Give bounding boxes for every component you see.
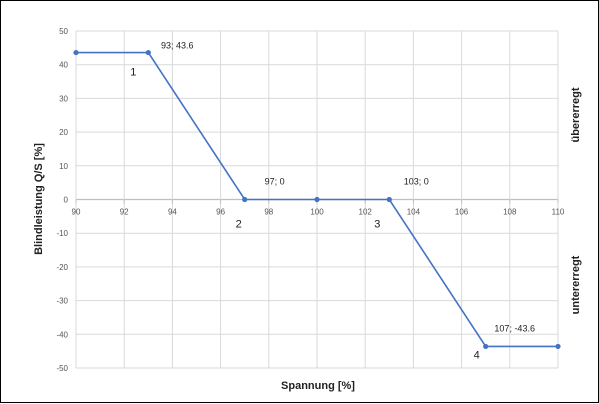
point-number-label: 1: [130, 67, 136, 79]
point-number-label: 4: [474, 349, 480, 361]
series-line: [73, 49, 561, 350]
y-tick-label: -40: [56, 330, 68, 339]
x-tick-label: 100: [310, 208, 324, 217]
y-tick-label: -10: [56, 229, 68, 238]
x-tick-label: 94: [168, 208, 177, 217]
data-point: [314, 196, 320, 203]
data-label: 93; 43.6: [161, 41, 194, 51]
x-tick-label: 92: [120, 208, 129, 217]
y-tick-label: 10: [59, 162, 68, 171]
x-tick-label: 90: [72, 208, 81, 217]
data-point: [555, 343, 561, 350]
x-tick-label: 96: [216, 208, 225, 217]
point-number-label: 2: [236, 219, 242, 231]
side-label-untererregt: untererregt: [570, 255, 582, 314]
y-tick-label: -30: [56, 297, 68, 306]
data-label: 107; -43.6: [494, 323, 535, 333]
x-tick-label: 110: [552, 208, 565, 217]
y-tick-label: 0: [64, 196, 69, 205]
x-tick-labels: 90 92 94 96 98 100 102 104 106 108 110: [72, 208, 565, 217]
y-tick-label: 20: [59, 128, 68, 137]
point-number-label: 3: [374, 219, 380, 231]
y-tick-label: -50: [56, 364, 68, 373]
data-label: 103; 0: [404, 177, 429, 187]
y-tick-label: 30: [59, 94, 68, 103]
data-point: [242, 196, 248, 203]
data-point: [73, 49, 79, 56]
data-point: [386, 196, 392, 203]
side-label-uebererregt: übererregt: [570, 87, 582, 142]
data-label: 97; 0: [265, 177, 285, 187]
data-point: [483, 343, 489, 350]
x-tick-label: 102: [359, 208, 373, 217]
y-tick-labels: 50 40 30 20 10 0 -10 -20 -30 -40 -50: [56, 27, 68, 373]
y-tick-label: 40: [59, 61, 68, 70]
x-tick-label: 98: [264, 208, 273, 217]
x-tick-label: 104: [407, 208, 421, 217]
x-tick-label: 108: [503, 208, 517, 217]
point-annotations: 93; 43.6 97; 0 103; 0 107; -43.6 1 2 3 4: [130, 41, 535, 362]
y-axis-label: Blindleistung Q/S [%]: [33, 143, 45, 255]
x-axis-label: Spannung [%]: [281, 380, 355, 392]
y-tick-label: -20: [56, 263, 68, 272]
data-point: [145, 49, 151, 56]
y-tick-label: 50: [59, 27, 68, 36]
x-tick-label: 106: [455, 208, 469, 217]
